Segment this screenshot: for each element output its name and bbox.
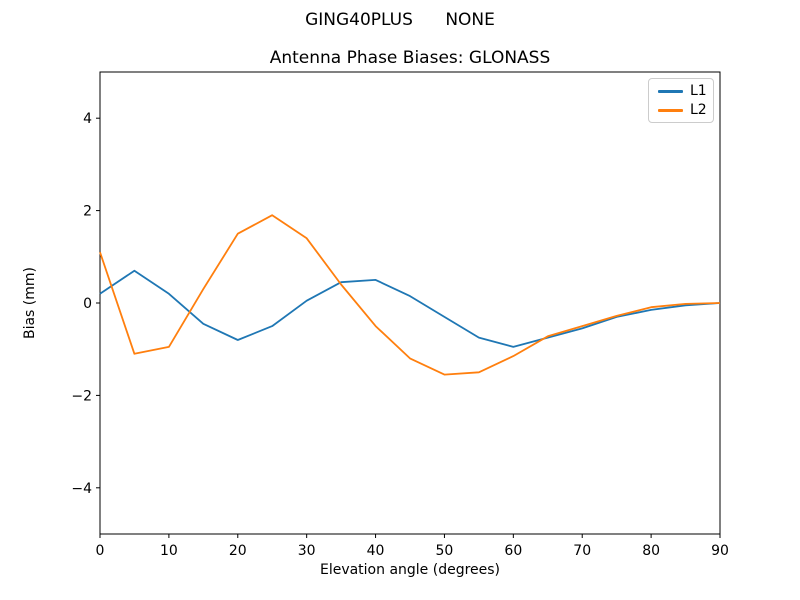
y-tick-label: 0 (83, 296, 92, 312)
x-tick-label: 10 (160, 543, 178, 559)
legend-item-l1: L1 (658, 82, 713, 100)
x-tick-label: 50 (436, 543, 454, 559)
y-tick-label: 4 (83, 111, 92, 127)
x-tick-label: 80 (642, 543, 660, 559)
x-axis-label: Elevation angle (degrees) (319, 562, 501, 578)
legend-line-sample-l2 (658, 108, 683, 112)
legend: L1 L2 (648, 78, 714, 123)
chart-title: Antenna Phase Biases: GLONASS (269, 48, 551, 68)
x-tick-label: 70 (573, 543, 591, 559)
y-tick-label: 2 (83, 204, 92, 220)
series-line-l2 (99, 214, 721, 376)
y-axis-label: Bias (mm) (22, 266, 38, 340)
x-tick-label: 0 (96, 543, 105, 559)
series-line-l1 (99, 269, 721, 348)
y-tick-label: −4 (71, 481, 92, 497)
x-tick-label: 30 (298, 543, 316, 559)
y-tick-label: −2 (71, 388, 92, 404)
axes-frame (99, 71, 721, 535)
x-tick-label: 90 (711, 543, 729, 559)
figure-suptitle: GING40PLUS NONE (305, 10, 495, 30)
x-tick-label: 20 (229, 543, 247, 559)
legend-line-sample-l1 (658, 89, 683, 93)
x-tick-label: 40 (367, 543, 385, 559)
legend-label-l2: L2 (690, 102, 707, 118)
x-tick-label: 60 (504, 543, 522, 559)
legend-label-l1: L1 (690, 83, 707, 99)
legend-item-l2: L2 (658, 101, 713, 119)
